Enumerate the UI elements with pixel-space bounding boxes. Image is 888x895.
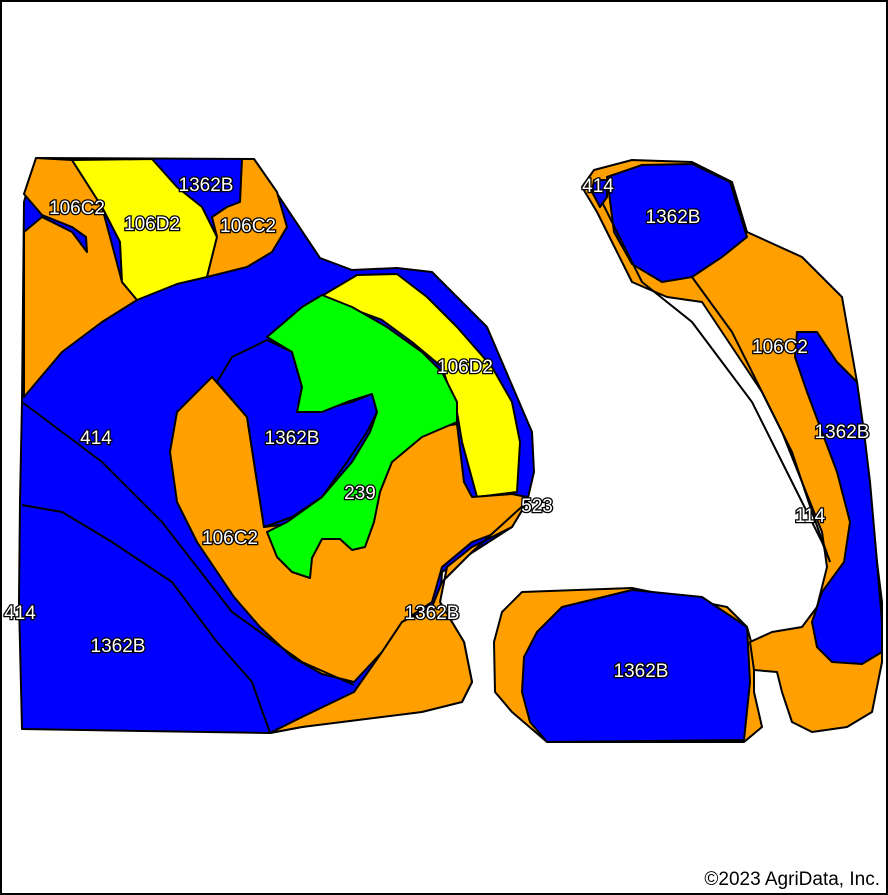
map-label-1362b: 1362B	[405, 603, 460, 624]
soil-unit-106c2-ne	[206, 158, 288, 278]
soil-boundary-channel-1	[691, 276, 831, 563]
map-label-1362b: 1362B	[614, 661, 669, 682]
map-label-106c2: 106C2	[202, 528, 258, 549]
soil-unit-1362b-ne	[606, 163, 748, 283]
soil-unit-106c2-east	[581, 159, 883, 733]
soil-unit-106c2-nw	[23, 157, 138, 398]
soil-unit-414-sliver	[591, 179, 608, 208]
map-label-1362b: 1362B	[91, 636, 146, 657]
map-label-106d2: 106D2	[437, 357, 493, 378]
map-label-114: 114	[795, 506, 826, 527]
soil-unit-106c2-south-strip	[269, 501, 528, 734]
soil-boundary-channel-2	[601, 201, 831, 563]
copyright-notice: ©2023 AgriData, Inc.	[704, 869, 880, 890]
map-label-106c2: 106C2	[752, 337, 808, 358]
map-label-414: 414	[582, 176, 614, 197]
map-label-1362b: 1362B	[815, 422, 870, 443]
map-label-106d2: 106D2	[124, 214, 180, 235]
map-label-106c2: 106C2	[49, 198, 105, 219]
map-label-1362b: 1362B	[646, 207, 701, 228]
soil-unit-239-green	[266, 294, 458, 579]
map-label-414: 414	[80, 428, 112, 449]
map-label-106c2: 106C2	[220, 216, 276, 237]
soil-unit-106d2-n	[71, 158, 218, 301]
soil-unit-1362b-east	[794, 331, 883, 665]
map-label-1362b: 1362B	[265, 428, 320, 449]
map-label-239: 239	[344, 483, 376, 504]
map-label-414: 414	[4, 603, 36, 624]
soil-unit-1362b-bottom	[521, 589, 751, 743]
soil-boundary-west-1	[21, 504, 271, 734]
map-label-523: 523	[521, 496, 553, 517]
soil-boundary-west-2	[21, 401, 355, 686]
soil-unit-106d2-east	[319, 273, 521, 498]
map-label-1362b: 1362B	[179, 175, 234, 196]
